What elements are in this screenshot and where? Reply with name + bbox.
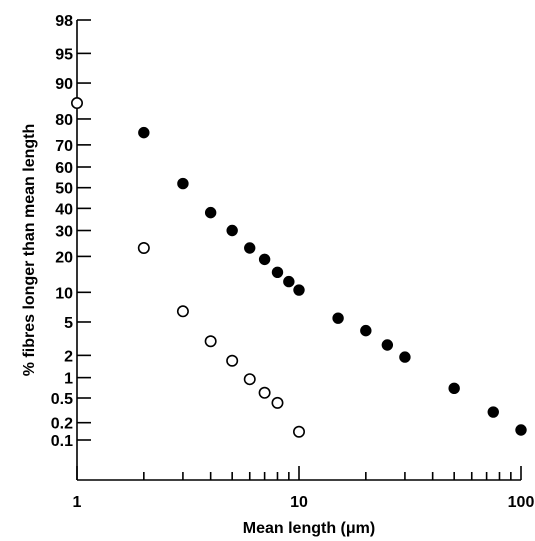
y-tick-label: 90 xyxy=(55,76,73,93)
y-tick-label: 0.2 xyxy=(51,416,73,433)
filled-data-point xyxy=(204,206,217,219)
x-tick-label: 10 xyxy=(290,494,308,511)
y-tick-label: 95 xyxy=(55,46,73,63)
filled-data-point xyxy=(381,339,394,351)
x-tick-label: 1 xyxy=(73,494,82,511)
filled-data-point xyxy=(226,224,238,237)
data-points xyxy=(71,97,527,438)
y-tick-label: 80 xyxy=(55,112,73,129)
filled-data-point xyxy=(360,324,372,337)
y-tick-label: 50 xyxy=(55,181,73,198)
filled-data-point xyxy=(283,275,295,288)
filled-data-point xyxy=(332,312,344,324)
y-tick-label: 70 xyxy=(55,138,73,155)
y-tick-label: 30 xyxy=(55,224,73,241)
filled-data-point xyxy=(244,242,256,254)
y-tick-label: 0.5 xyxy=(51,391,73,408)
y-tick-label: 98 xyxy=(55,13,73,30)
filled-data-point xyxy=(448,382,460,395)
x-axis-ticks: 1 10 100 xyxy=(73,466,535,511)
open-data-point xyxy=(258,386,271,399)
y-axis-ticks: 98 95 90 80 70 60 50 40 30 20 10 5 2 1 0.5 0.20.1 xyxy=(51,13,91,450)
filled-data-point xyxy=(293,284,305,296)
open-data-point xyxy=(176,305,189,318)
y-tick-label: 40 xyxy=(55,201,73,218)
open-data-point xyxy=(226,354,239,367)
filled-data-point xyxy=(177,177,189,190)
open-data-point xyxy=(271,396,284,409)
open-data-point xyxy=(137,242,150,255)
x-tick-label: 100 xyxy=(508,494,535,511)
open-data-point xyxy=(204,335,217,348)
filled-data-point xyxy=(399,351,411,363)
open-data-point xyxy=(292,425,305,438)
y-axis-title: % fibres longer than mean length xyxy=(21,124,38,376)
filled-data-point xyxy=(487,406,499,418)
open-data-point xyxy=(71,97,84,110)
y-tick-label: 60 xyxy=(55,160,73,177)
filled-data-point xyxy=(258,253,271,266)
y-tick-label: 1 xyxy=(64,371,73,388)
open-data-point xyxy=(243,373,256,386)
filled-data-point xyxy=(515,424,527,436)
x-axis-title: Mean length (μm) xyxy=(243,520,375,537)
filled-data-point xyxy=(271,266,284,279)
y-tick-label: 0.1 xyxy=(51,433,73,450)
y-tick-label: 2 xyxy=(64,348,73,365)
y-tick-label: 10 xyxy=(55,285,73,302)
y-tick-label: 20 xyxy=(55,249,73,266)
filled-data-point xyxy=(138,126,150,139)
y-tick-label: 5 xyxy=(64,315,73,332)
